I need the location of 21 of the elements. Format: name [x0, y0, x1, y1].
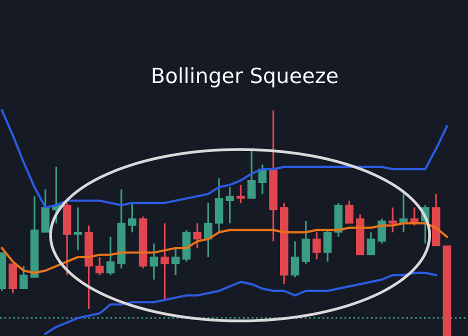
candlestick: [236, 184, 245, 204]
candlestick: [106, 236, 115, 276]
candlestick: [128, 202, 136, 234]
candlestick: [388, 206, 397, 234]
chart-title: Bollinger Squeeze: [152, 67, 338, 88]
candlestick: [345, 200, 354, 224]
candlestick: [74, 206, 82, 252]
candlestick: [366, 231, 376, 256]
candlestick: [160, 222, 169, 301]
candlestick: [95, 256, 104, 276]
candlestick: [312, 231, 321, 260]
candlestick: [323, 229, 332, 262]
candlestick: [150, 242, 158, 280]
candlestick: [193, 222, 202, 249]
candlestick: [302, 220, 310, 265]
candlestick: [20, 265, 28, 290]
candlestick: [226, 186, 234, 224]
candlestick: [290, 240, 300, 278]
candlestick: [204, 202, 212, 258]
candlestick: [247, 150, 256, 200]
candlestick: [171, 247, 180, 276]
